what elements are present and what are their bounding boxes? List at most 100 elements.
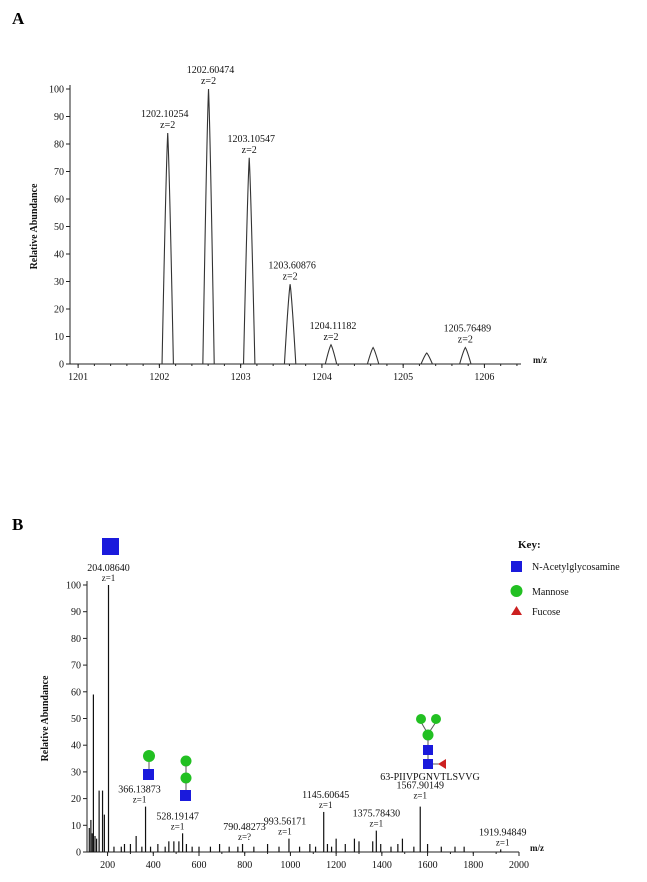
glcnac-square-icon [143, 769, 154, 780]
glcnac-square-icon [102, 538, 119, 555]
x-tick-label: 1201 [68, 372, 88, 383]
x-tick-label: 1204 [312, 372, 332, 383]
peak-charge-label: z=1 [370, 819, 384, 829]
peak-mz-label: 366.13873 [118, 785, 161, 796]
y-tick-label: 20 [54, 305, 64, 316]
isotope-peak [420, 352, 433, 365]
y-tick-label: 0 [76, 848, 81, 859]
key-title: Key: [518, 539, 541, 551]
fucose-triangle-icon [438, 759, 446, 769]
y-tick-label: 30 [71, 767, 81, 778]
peak-mz-label: 1204.11182 [310, 321, 357, 332]
x-axis-label: m/z [530, 843, 544, 853]
isotope-peak [283, 284, 297, 365]
isotope-peak [366, 346, 380, 365]
y-tick-label: 20 [71, 794, 81, 805]
panel-b-label: B [12, 515, 23, 534]
peak-mz-label: 1919.94849 [479, 827, 527, 838]
peak-charge-label: z=1 [319, 800, 333, 810]
y-tick-label: 0 [59, 360, 64, 371]
glcnac-square-icon [423, 759, 433, 769]
peak-charge-label: z=2 [323, 332, 338, 343]
chart-a: 0 10 20 30 40 50 60 70 80 90 100 1201 1202 1203 1204 12… [29, 65, 547, 383]
peak-charge-label: z=1 [413, 791, 427, 801]
mannose-circle-icon [510, 585, 523, 597]
peak-mz-label: 993.56171 [264, 817, 307, 828]
isotope-peak [161, 132, 174, 365]
glycan-366 [143, 750, 155, 780]
mannose-circle-icon [422, 729, 434, 741]
peak-charge-label: z=1 [278, 827, 292, 837]
y-axis-label: Relative Abundance [29, 183, 40, 269]
y-tick-label: 70 [71, 661, 81, 672]
glcnac-square-icon [423, 745, 433, 755]
y-tick-label: 10 [54, 332, 64, 343]
isotope-peak [459, 346, 472, 365]
mannose-circle-icon [180, 755, 192, 767]
peak-mz-label: 1203.10547 [227, 134, 275, 145]
peak-mz-label: 1567.90149 [396, 781, 444, 792]
peak-mz-label: 204.08640 [87, 563, 130, 574]
y-tick-label: 70 [54, 167, 64, 178]
y-tick-label: 40 [71, 741, 81, 752]
x-tick-label: 1600 [418, 860, 438, 871]
glycan-peptide: 63-PIIVPGNVTLSVVG [380, 714, 480, 783]
x-tick-label: 1202 [149, 372, 169, 383]
peak-mz-label: 1202.10254 [141, 109, 189, 120]
y-tick-label: 60 [54, 195, 64, 206]
key-legend: Key: N-Acetylglycosamine Mannose Fucose [510, 539, 620, 618]
mannose-circle-icon [180, 772, 192, 784]
chart-b: 0 10 20 30 40 50 60 70 80 90 100 200 400 600 800 1000 12… [40, 563, 544, 871]
y-tick-label: 90 [54, 112, 64, 123]
x-tick-label: 400 [146, 860, 161, 871]
y-tick-label: 80 [54, 140, 64, 151]
y-tick-label: 80 [71, 634, 81, 645]
x-axis-label: m/z [533, 355, 547, 365]
y-tick-label: 60 [71, 687, 81, 698]
y-axis-label: Relative Abundance [40, 675, 51, 761]
glcnac-square-icon [180, 790, 191, 801]
key-item-fucose: Fucose [532, 607, 561, 618]
peak-charge-label: z=2 [201, 76, 216, 87]
peak-charge-label: z=2 [458, 335, 473, 346]
x-tick-label: 1800 [463, 860, 483, 871]
x-tick-label: 800 [237, 860, 252, 871]
x-tick-label: 1206 [474, 372, 494, 383]
y-tick-label: 30 [54, 277, 64, 288]
x-tick-label: 1203 [231, 372, 251, 383]
y-tick-label: 10 [71, 821, 81, 832]
peak-mz-label: 1205.76489 [444, 324, 492, 335]
peptide-label: 63-PIIVPGNVTLSVVG [380, 772, 479, 783]
y-tick-label: 50 [54, 222, 64, 233]
x-tick-label: 1200 [326, 860, 346, 871]
panel-a-label: A [12, 9, 25, 28]
isotope-peak [242, 157, 256, 365]
glcnac-square-icon [511, 561, 522, 572]
peak-mz-label: 1145.60645 [302, 790, 349, 801]
peak-charge-label: z=? [238, 832, 251, 842]
x-tick-label: 1205 [393, 372, 413, 383]
peak-mz-label: 1375.78430 [353, 809, 401, 820]
x-tick-label: 1000 [280, 860, 300, 871]
mannose-circle-icon [431, 714, 441, 724]
peak-charge-label: z=2 [283, 271, 298, 282]
isotope-peak [324, 343, 338, 365]
fucose-triangle-icon [511, 606, 522, 615]
glycan-528 [180, 755, 192, 801]
y-tick-label: 50 [71, 714, 81, 725]
key-item-glcnac: N-Acetylglycosamine [532, 562, 620, 573]
peak-mz-label: 528.19147 [156, 811, 199, 822]
peak-mz-label: 790.48273 [223, 822, 266, 833]
mannose-circle-icon [416, 714, 426, 724]
peak-mz-label: 1203.60876 [268, 260, 316, 271]
y-tick-label: 100 [49, 85, 64, 96]
y-tick-label: 100 [66, 581, 81, 592]
x-tick-label: 200 [100, 860, 115, 871]
peak-charge-label: z=2 [242, 145, 257, 156]
x-tick-label: 1400 [372, 860, 392, 871]
peak-mz-label: 1202.60474 [187, 65, 235, 76]
glycan-glcnac-top [102, 538, 119, 555]
x-tick-label: 2000 [509, 860, 529, 871]
y-tick-label: 40 [54, 250, 64, 261]
